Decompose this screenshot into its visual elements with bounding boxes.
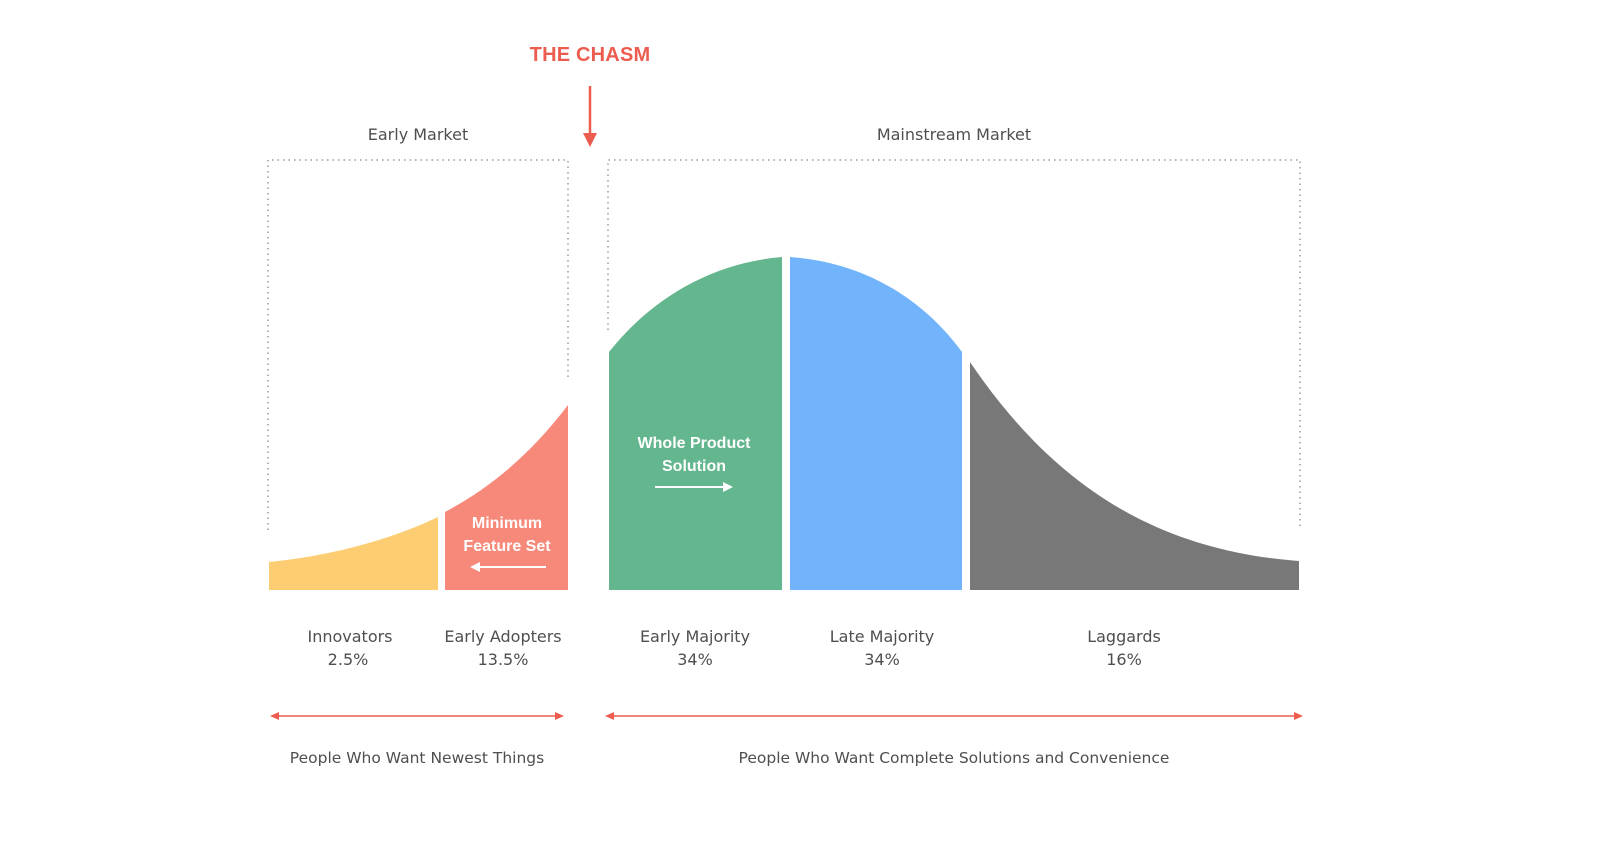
segment-name-late-majority: Late Majority	[829, 627, 935, 646]
left-group-arrow-head-left	[270, 712, 279, 720]
minimum-feature-set-arrow-head	[470, 562, 480, 572]
chasm-arrow-head	[583, 133, 597, 147]
segment-percent-late-majority: 34%	[864, 650, 900, 669]
whole-product-arrow-head	[723, 482, 733, 492]
chasm-title: THE CHASM	[529, 44, 651, 66]
segment-percent-early-majority: 34%	[677, 650, 713, 669]
whole-product-solution-line1: Whole Product	[637, 435, 751, 452]
early-market-label: Early Market	[367, 125, 469, 144]
right-group-caption: People Who Want Complete Solutions and C…	[738, 749, 1170, 767]
whole-product-solution-line2: Solution	[662, 458, 726, 475]
minimum-feature-set-label: Minimum Feature Set	[463, 512, 550, 558]
segment-name-early-adopters: Early Adopters	[444, 627, 562, 646]
right-group-arrow-head-left	[605, 712, 614, 720]
segment-percent-early-adopters: 13.5%	[477, 650, 529, 669]
left-group-arrow-head-right	[555, 712, 564, 720]
left-group-caption: People Who Want Newest Things	[289, 749, 545, 767]
segment-percent-laggards: 16%	[1106, 650, 1142, 669]
segment-name-early-majority: Early Majority	[639, 627, 751, 646]
mainstream-market-label: Mainstream Market	[876, 125, 1032, 144]
segment-innovators	[269, 517, 438, 590]
minimum-feature-set-line1: Minimum	[471, 515, 543, 532]
whole-product-solution-label: Whole Product Solution	[638, 432, 751, 478]
right-group-arrow-head-right	[1294, 712, 1303, 720]
segment-percent-innovators: 2.5%	[327, 650, 369, 669]
segment-laggards	[970, 362, 1299, 590]
minimum-feature-set-line2: Feature Set	[463, 538, 551, 555]
segment-early-majority	[609, 257, 782, 590]
segment-name-innovators: Innovators	[307, 627, 393, 646]
segment-late-majority	[790, 257, 962, 590]
segment-early-adopters	[445, 405, 568, 590]
segment-name-laggards: Laggards	[1087, 627, 1161, 646]
